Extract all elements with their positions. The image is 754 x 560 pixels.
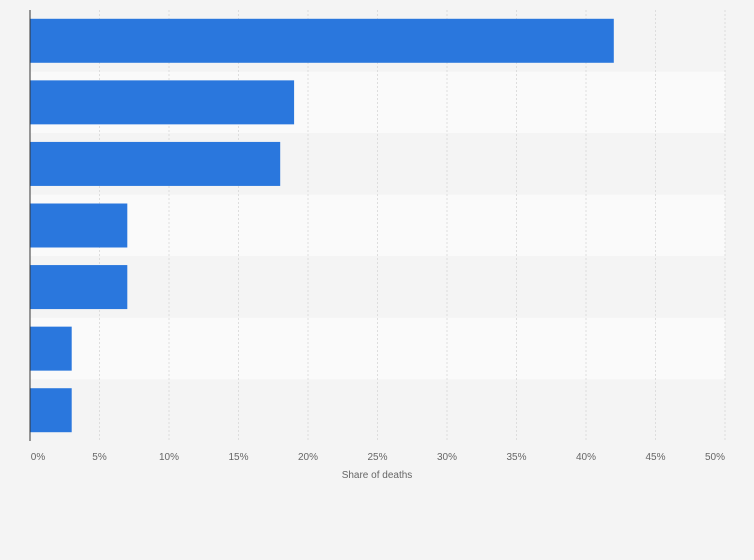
bar: [30, 203, 128, 248]
bar: [30, 388, 72, 433]
bar: [30, 141, 281, 186]
x-axis-title: Share of deaths: [342, 470, 413, 481]
x-tick-label: 50%: [705, 452, 725, 463]
bar: [30, 326, 72, 371]
x-tick-label: 45%: [645, 452, 665, 463]
x-tick-label: 10%: [159, 452, 179, 463]
bars: [30, 18, 614, 433]
x-tick-label: 30%: [437, 452, 457, 463]
x-tick-label: 40%: [576, 452, 596, 463]
x-tick-label: 35%: [506, 452, 526, 463]
x-tick-label: 20%: [298, 452, 318, 463]
bar: [30, 18, 614, 63]
x-tick-label: 0%: [31, 452, 46, 463]
x-tick-label: 15%: [228, 452, 248, 463]
x-tick-label: 5%: [92, 452, 107, 463]
bar: [30, 80, 295, 125]
x-tick-label: 25%: [367, 452, 387, 463]
x-tick-labels: 0% 5% 10% 15% 20% 25% 30% 35% 40% 45% 50%: [31, 452, 725, 463]
bar: [30, 265, 128, 310]
row-band: [30, 317, 725, 380]
